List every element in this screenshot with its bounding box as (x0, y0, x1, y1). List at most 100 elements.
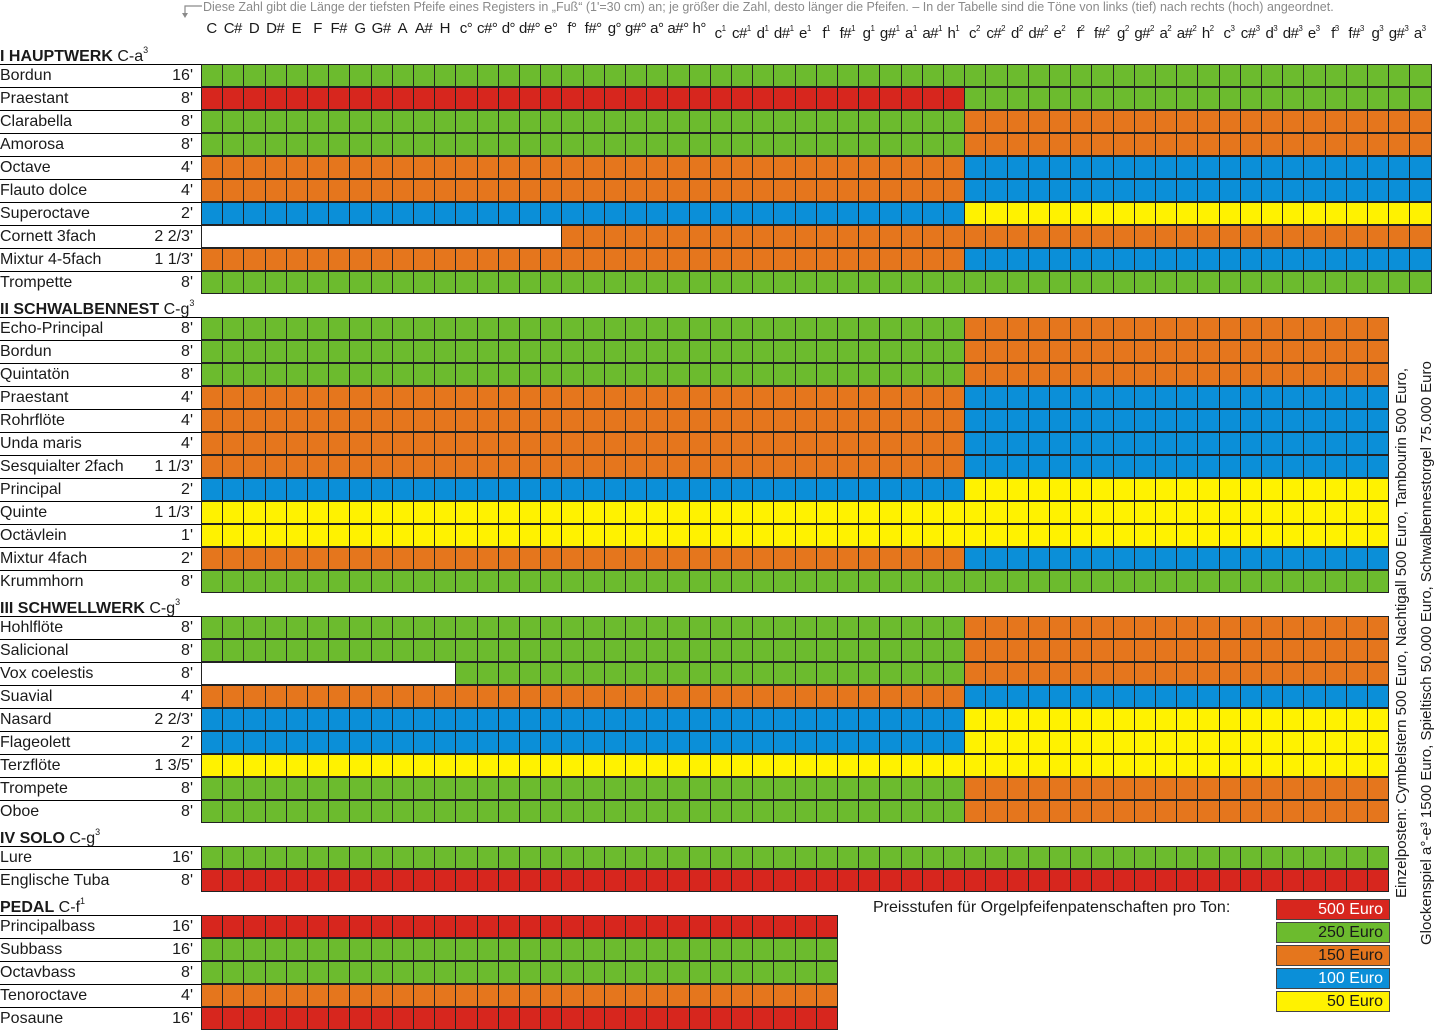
pipe-cell (1112, 317, 1135, 340)
pipe-cell (943, 478, 966, 501)
register-name: Englische Tuba (0, 872, 110, 889)
pipe-cell (646, 64, 669, 87)
pipe-cell (413, 409, 436, 432)
pipe-cell (413, 271, 436, 294)
pipe-cell (391, 179, 414, 202)
pipe-cell (921, 363, 944, 386)
pipe-cell (243, 731, 266, 754)
pipe-cell (773, 340, 796, 363)
pipe-cell (1303, 110, 1326, 133)
pipe-cell (1303, 846, 1326, 869)
pipe-cell (1388, 225, 1411, 248)
register-foot: 16' (172, 918, 193, 935)
pipe-cell (1218, 87, 1241, 110)
register-foot: 8' (181, 90, 193, 107)
pipe-cell (858, 386, 881, 409)
register-row: Trompette 8' (0, 271, 1455, 294)
pipe-cell (1218, 202, 1241, 225)
pipe-cell (900, 179, 923, 202)
pipe-cell (837, 616, 860, 639)
pipe-cell (1367, 156, 1390, 179)
pipe-cell (1282, 271, 1305, 294)
register-row: Quinte 1 1/3' (0, 501, 1455, 524)
pipe-cell (1345, 777, 1368, 800)
pipe-cell (1367, 478, 1390, 501)
pipe-cell (943, 340, 966, 363)
pipe-cell (497, 455, 520, 478)
pipe-cell (561, 754, 584, 777)
pipe-cell (1261, 570, 1284, 593)
pipe-cell (201, 202, 224, 225)
pipe-cell (837, 87, 860, 110)
pipe-cell (264, 754, 287, 777)
pipe-cell (1133, 846, 1156, 869)
legend-item-500: 500 Euro (1276, 899, 1390, 920)
pipe-cell (1133, 501, 1156, 524)
pipe-cell (307, 340, 330, 363)
pipe-cell (900, 616, 923, 639)
pipe-cell (1049, 340, 1072, 363)
pipe-cell (1218, 64, 1241, 87)
pipe-cell (497, 248, 520, 271)
pipe-cell (264, 386, 287, 409)
pipe-cell (709, 478, 732, 501)
pipe-cell (243, 271, 266, 294)
pipe-cell (349, 570, 372, 593)
register-label: Praestant 8' (0, 87, 193, 110)
pipe-cell (1345, 869, 1368, 892)
pipe-cell (1112, 501, 1135, 524)
note-label: a#1 (922, 24, 943, 42)
pipe-cell (582, 432, 605, 455)
pipe-cell (434, 363, 457, 386)
pipe-cell (1112, 133, 1135, 156)
pipe-cell (1197, 662, 1220, 685)
pipe-cell (328, 685, 351, 708)
section-heading: III SCHWELLWERK C-g3 (0, 597, 181, 617)
pipe-cell (455, 915, 478, 938)
pipe-cell (794, 662, 817, 685)
pipe-cell (307, 524, 330, 547)
pipe-cell (264, 984, 287, 1007)
pipe-cell (709, 984, 732, 1007)
pipe-cell (222, 156, 245, 179)
pipe-cell (243, 340, 266, 363)
pipe-cell (243, 133, 266, 156)
pipe-cell (1155, 455, 1178, 478)
pipe-cell (307, 363, 330, 386)
pipe-cell (921, 478, 944, 501)
pipe-cell (285, 754, 308, 777)
pipe-cell (222, 915, 245, 938)
pipe-cell (519, 179, 542, 202)
pipe-cell (1282, 869, 1305, 892)
pipe-cell (731, 685, 754, 708)
pipe-cell (1027, 869, 1050, 892)
pipe-cell (709, 961, 732, 984)
pipe-cell (519, 662, 542, 685)
pipe-cell (1239, 708, 1262, 731)
pipe-cell (413, 915, 436, 938)
note-label: c#1 (731, 24, 752, 42)
pipe-cell (773, 685, 796, 708)
pipe-cell (794, 754, 817, 777)
pipe-cell (561, 616, 584, 639)
pipe-cell (1218, 386, 1241, 409)
pipe-cell (285, 524, 308, 547)
pipe-cell (561, 800, 584, 823)
pipe-cell (858, 455, 881, 478)
pipe-cell (1303, 547, 1326, 570)
pipe-cell (582, 800, 605, 823)
pipe-cell (879, 501, 902, 524)
pipe-cell (900, 317, 923, 340)
legend-item-100: 100 Euro (1276, 968, 1390, 989)
pipe-cell (1112, 869, 1135, 892)
pipe-cell (879, 156, 902, 179)
pipe-cell (1218, 110, 1241, 133)
pipe-cell (1027, 64, 1050, 87)
pipe-cell (328, 915, 351, 938)
pipe-cell (222, 110, 245, 133)
pipe-cell (943, 225, 966, 248)
pipe-cell (709, 432, 732, 455)
pipe-cell (858, 156, 881, 179)
pipe-cell (1091, 340, 1114, 363)
pipe-cell (1091, 708, 1114, 731)
